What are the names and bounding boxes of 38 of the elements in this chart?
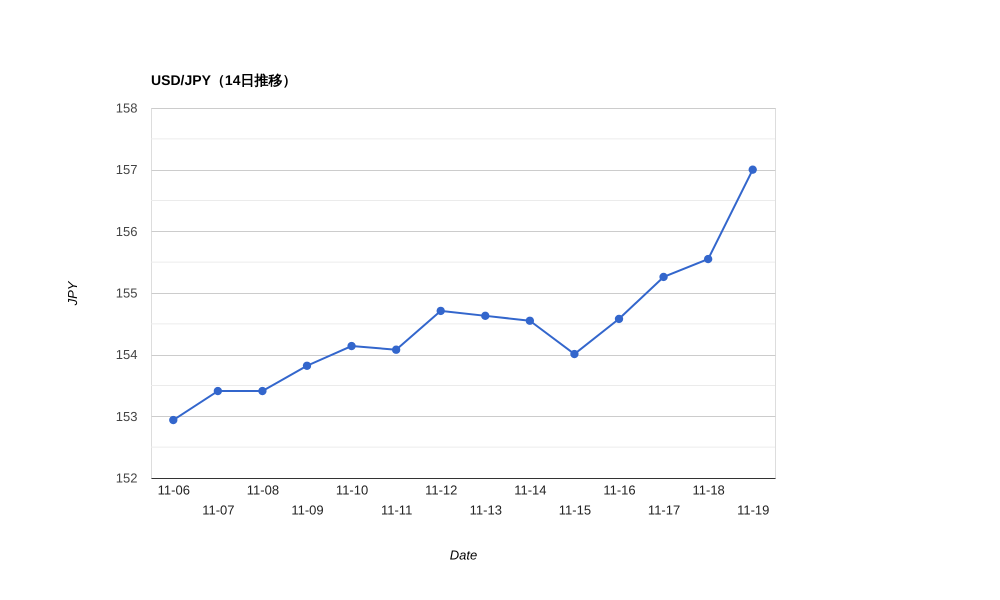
x-tick-label: 11-13 [470,502,502,518]
y-axis-title: JPY [64,280,80,306]
point [214,386,222,396]
x-tick-label: 11-17 [648,502,680,518]
point [436,306,445,316]
x-tick-label: 11-09 [291,502,324,518]
x-tick-label: 11-12 [425,482,458,498]
point [258,386,267,396]
x-tick-label: 11-07 [202,502,235,518]
x-tick-label: 11-10 [336,482,368,498]
y-tick-label: 157 [116,162,138,178]
x-tick-label: 11-15 [558,502,592,518]
x-tick-label: 11-19 [737,502,770,518]
point [526,316,534,325]
y-tick-label: 158 [116,100,138,116]
point [347,342,356,350]
x-tick-label: 11-14 [514,482,547,498]
point [704,254,712,264]
point [392,346,400,354]
chart-title: USD/JPY（14日推移） [151,72,296,88]
y-tick-label: 154 [116,347,138,362]
x-tick-label: 11-08 [246,482,280,498]
y-tick-label: 152 [116,470,138,486]
point [570,350,579,358]
point [302,362,312,370]
x-tick-label: 11-11 [380,502,412,518]
point [481,312,490,320]
point [748,165,757,174]
point [169,416,178,424]
point [614,314,624,324]
x-tick-label: 11-18 [692,482,725,498]
x-tick-label: 11-16 [603,482,636,498]
x-axis-title: Date [450,548,478,562]
y-tick-label: 156 [116,224,138,239]
x-tick-label: 11-06 [158,482,190,498]
y-tick-label: 153 [116,408,138,424]
y-tick-label: 155 [116,286,138,300]
point [659,272,668,282]
